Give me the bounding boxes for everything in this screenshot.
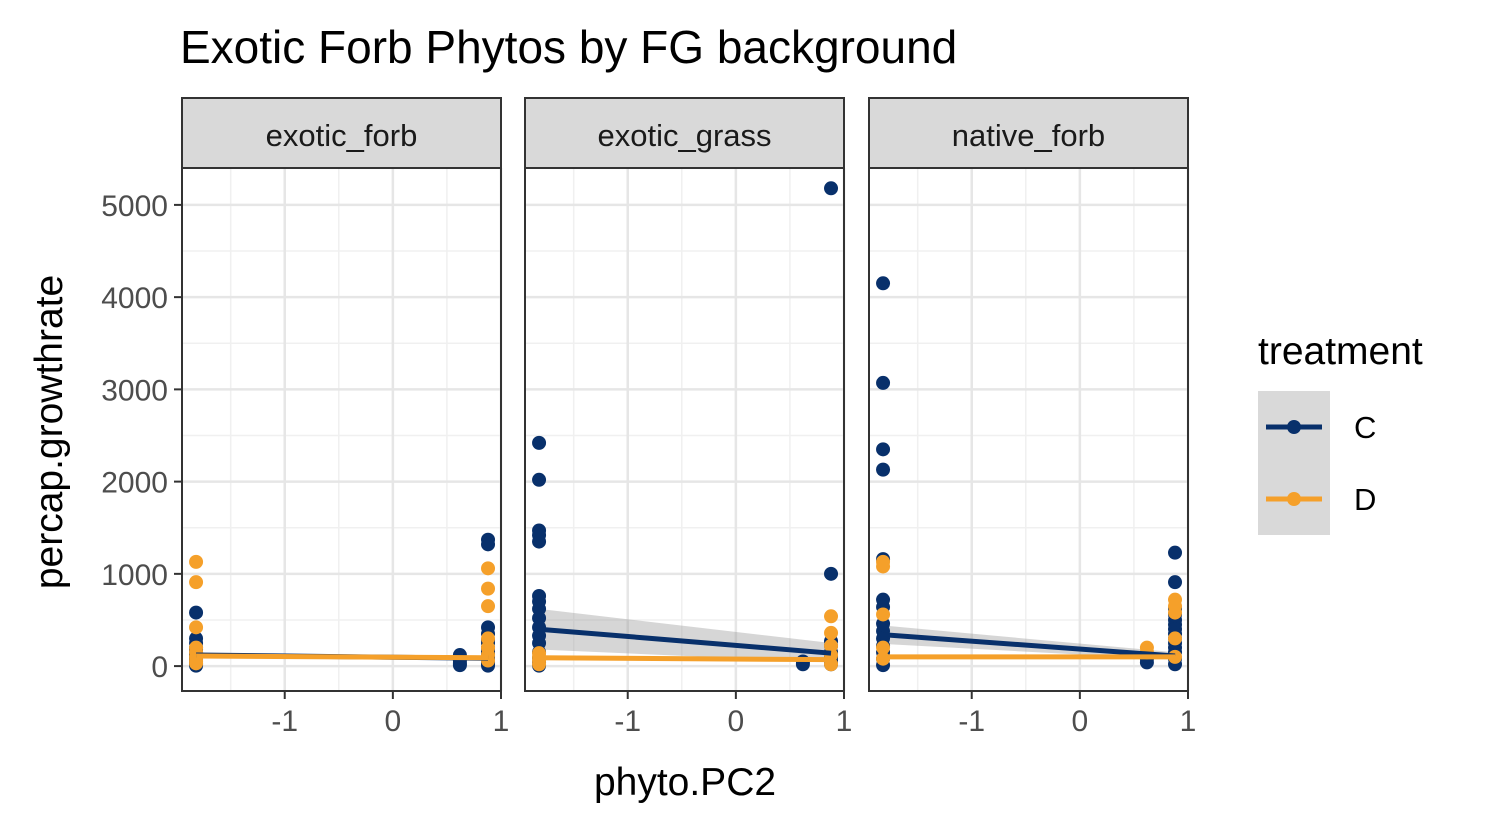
legend-key-point-D: [1287, 492, 1301, 506]
data-point-D: [481, 581, 496, 596]
x-tick-label: 0: [728, 705, 745, 738]
data-point-D: [1168, 631, 1183, 646]
data-point-D: [189, 554, 204, 569]
x-tick-label: 1: [836, 705, 853, 738]
trend-line-D: [196, 653, 489, 661]
legend-title: treatment: [1258, 330, 1423, 373]
data-point-D: [481, 599, 496, 614]
data-point-C: [452, 658, 467, 673]
facet-strip: [868, 97, 1189, 169]
data-point-C: [1168, 575, 1183, 590]
trend-line-C: [538, 626, 832, 656]
legend-key-point-C: [1287, 420, 1301, 434]
x-tick-label: 1: [1180, 705, 1197, 738]
data-point-C: [876, 276, 891, 291]
plot-background: [182, 168, 501, 691]
y-tick-label: 3000: [101, 374, 168, 407]
data-point-C: [532, 472, 547, 487]
x-tick-label: 0: [385, 705, 402, 738]
y-tick-label: 0: [151, 651, 168, 684]
data-point-C: [824, 181, 839, 196]
facet-panel-native-forb: native_forb -1 0 1: [868, 97, 1197, 738]
panel-border: [524, 167, 845, 692]
data-point-D: [824, 625, 839, 640]
x-tick-label: -1: [614, 705, 641, 738]
trend-line-D: [539, 655, 832, 663]
data-point-C: [876, 442, 891, 457]
y-tick-label: 5000: [101, 190, 168, 223]
data-point-D: [189, 575, 204, 590]
facet-strip-label: exotic_forb: [266, 118, 418, 153]
x-tick-label: -1: [958, 705, 985, 738]
data-point-C: [1168, 545, 1183, 560]
facet-strip-label: native_forb: [952, 118, 1105, 153]
data-point-D: [824, 609, 839, 624]
data-point-C: [876, 462, 891, 477]
facet-strip-label: exotic_grass: [597, 118, 771, 153]
data-point-C: [532, 435, 547, 450]
facet-panel-exotic-forb: exotic_forb -1 0 1 0 1000 2000 3000 4000 5000: [101, 97, 510, 738]
y-tick-label: 2000: [101, 467, 168, 500]
x-tick-label: 0: [1072, 705, 1089, 738]
panel-border: [868, 167, 1189, 692]
legend-label-C: C: [1354, 410, 1376, 445]
plot-background: [869, 168, 1188, 691]
x-tick-label: 1: [493, 705, 510, 738]
data-point-D: [876, 559, 891, 574]
panel-border: [181, 167, 502, 692]
x-axis-title: phyto.PC2: [594, 761, 776, 804]
y-tick-label: 4000: [101, 282, 168, 315]
chart-title: Exotic Forb Phytos by FG background: [180, 21, 957, 73]
data-point-C: [876, 375, 891, 390]
data-point-D: [1168, 605, 1183, 620]
data-point-C: [532, 534, 547, 549]
data-point-D: [532, 657, 547, 672]
data-point-D: [481, 561, 496, 576]
facet-strip: [181, 97, 502, 169]
data-point-D: [876, 607, 891, 622]
y-axis-title: percap.growthrate: [28, 275, 71, 589]
y-tick-label: 1000: [101, 559, 168, 592]
facet-panel-exotic-grass: exotic_grass -1 0 1: [524, 97, 853, 738]
facet-panels: exotic_forb-1 0 1010002000300040005000exot…: [101, 97, 1197, 738]
plot-background: [525, 168, 844, 691]
facet-strip: [524, 97, 845, 169]
x-tick-label: -1: [271, 705, 298, 738]
legend: treatment C D: [1258, 330, 1423, 535]
data-point-C: [824, 566, 839, 581]
data-point-D: [189, 620, 204, 635]
data-point-C: [481, 537, 496, 552]
trend-line-C: [882, 632, 1176, 659]
data-point-D: [189, 656, 204, 671]
data-point-D: [876, 640, 891, 655]
data-point-C: [189, 605, 204, 620]
legend-label-D: D: [1354, 482, 1376, 517]
